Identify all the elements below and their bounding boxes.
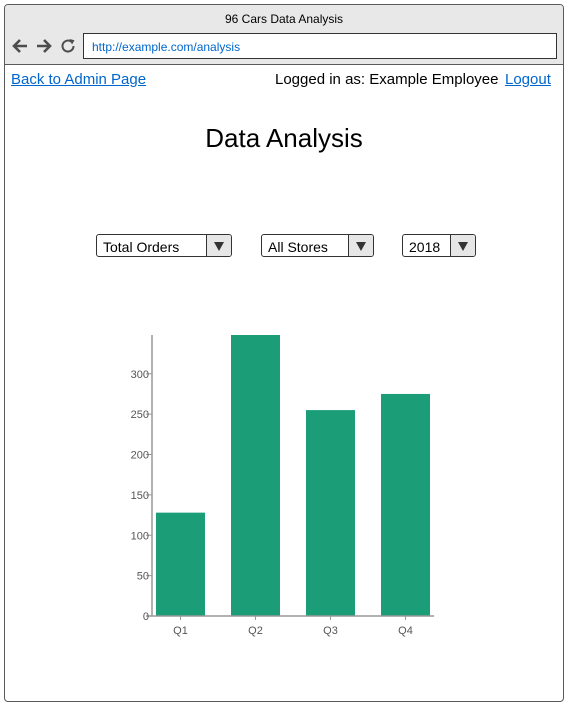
window-title: 96 Cars Data Analysis	[224, 12, 344, 26]
page-title: Data Analysis	[205, 123, 363, 153]
x-tick-label: Q4	[398, 625, 413, 637]
logged-in-label: Logged in as: Example Employee	[275, 71, 499, 88]
browser-chrome: 96 Cars Data Analysis http://example.com…	[5, 5, 563, 65]
y-tick-label: 300	[131, 369, 149, 381]
metric-select[interactable]: Total Orders	[96, 234, 232, 257]
logout-link[interactable]: Logout	[505, 71, 551, 88]
metric-select-value: Total Orders	[103, 239, 180, 255]
chevron-down-icon[interactable]	[206, 235, 231, 256]
bar-q4	[381, 393, 430, 616]
year-select[interactable]: 2018	[402, 234, 476, 257]
x-tick-label: Q3	[323, 625, 338, 637]
browser-window: 96 Cars Data Analysis http://example.com…	[4, 4, 564, 702]
arrow-left-icon[interactable]	[11, 37, 29, 55]
chevron-down-icon[interactable]	[348, 235, 373, 256]
store-select[interactable]: All Stores	[261, 234, 374, 257]
arrow-right-icon[interactable]	[35, 37, 53, 55]
reload-icon[interactable]	[59, 37, 77, 55]
y-tick-label: 50	[137, 571, 149, 583]
y-tick-label: 150	[131, 490, 149, 502]
chevron-down-icon[interactable]	[450, 235, 475, 256]
y-tick-label: 100	[131, 530, 149, 542]
store-select-value: All Stores	[268, 239, 328, 255]
quarterly-bar-chart: 0 50 100 150 200 250 300 Q1 Q2 Q3 Q4	[131, 335, 434, 637]
x-tick-label: Q2	[248, 625, 263, 637]
back-to-admin-link[interactable]: Back to Admin Page	[11, 71, 147, 88]
address-bar[interactable]: http://example.com/analysis	[83, 33, 557, 59]
y-tick-label: 0	[143, 611, 149, 623]
bar-q1	[156, 512, 205, 616]
bar-q3	[306, 410, 355, 616]
y-tick-label: 250	[131, 409, 149, 421]
year-select-value: 2018	[409, 239, 441, 255]
y-tick-label: 200	[131, 450, 149, 462]
bar-q2	[231, 335, 280, 616]
x-tick-label: Q1	[173, 625, 188, 637]
